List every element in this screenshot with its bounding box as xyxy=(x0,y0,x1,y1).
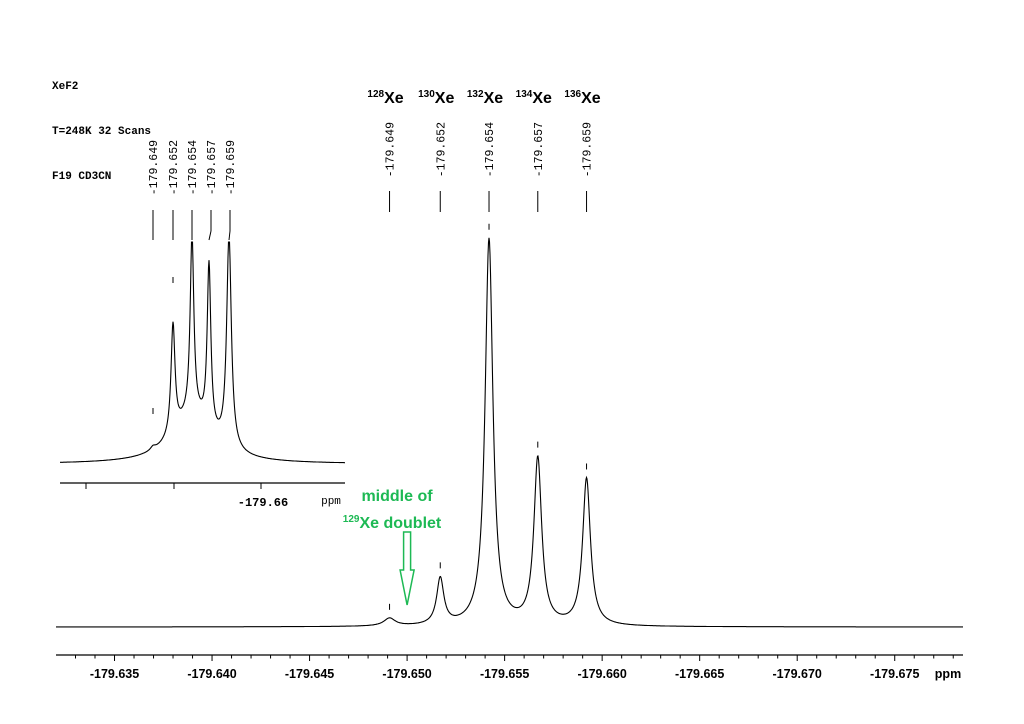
isotope-mass: 128 xyxy=(367,89,384,100)
peak-shift-label: -179.654 xyxy=(484,122,497,177)
isotope-mass: 136 xyxy=(564,89,581,100)
annotation-text: Xe doublet xyxy=(359,515,441,532)
isotope-element: Xe xyxy=(532,90,552,107)
isotope-label: 136Xe xyxy=(564,89,600,107)
inset-peak-shift-label: -179.659 xyxy=(225,140,238,195)
isotope-element: Xe xyxy=(435,90,455,107)
main-spectrum: -179.635 -179.640 -179.645 -179.650 -179.655… xyxy=(56,89,963,681)
inset-peak-shift-label: -179.649 xyxy=(148,140,161,195)
x-tick-label: -179.635 xyxy=(90,667,139,681)
peak-shift-label: -179.652 xyxy=(435,122,448,177)
isotope-label: 134Xe xyxy=(516,89,552,107)
inset-trace xyxy=(60,241,345,464)
peak-shift-label: -179.649 xyxy=(385,122,398,177)
sample-compound: XeF2 xyxy=(52,81,79,93)
isotope-mass: 134 xyxy=(516,89,533,100)
x-tick-label: -179.655 xyxy=(480,667,529,681)
annotation-line1: middle of xyxy=(361,488,433,505)
inset-spectrum: -179.66 ppm -179.649 -179.652 -179.654 -179.6… xyxy=(60,140,345,510)
isotope-mass: 130 xyxy=(418,89,435,100)
isotope-label: 128Xe xyxy=(367,89,403,107)
x-tick-label: -179.640 xyxy=(187,667,236,681)
inset-peak-shift-label: -179.654 xyxy=(187,140,200,195)
annotation-arrow xyxy=(399,531,416,606)
isotope-mass: 132 xyxy=(467,89,484,100)
inset-peak-shift-label: -179.652 xyxy=(168,140,181,195)
isotope-element: Xe xyxy=(384,90,404,107)
isotope-element: Xe xyxy=(484,90,504,107)
isotope-label: 130Xe xyxy=(418,89,454,107)
inset-label-connector xyxy=(228,230,231,241)
peak-shift-label: -179.657 xyxy=(533,122,546,177)
peak-shift-label: -179.659 xyxy=(582,122,595,177)
x-tick-label: -179.670 xyxy=(773,667,822,681)
x-tick-label: -179.675 xyxy=(870,667,919,681)
x-tick-label: -179.650 xyxy=(382,667,431,681)
isotope-element: Xe xyxy=(581,90,601,107)
x-tick-label: -179.660 xyxy=(577,667,626,681)
inset-tick-label: -179.66 xyxy=(238,496,288,510)
sample-conditions: T=248K 32 Scans xyxy=(52,126,152,138)
sample-info: XeF2 T=248K 32 Scans F19 CD3CN xyxy=(52,50,151,200)
isotope-label: 132Xe xyxy=(467,89,503,107)
inset-peak-shift-label: -179.657 xyxy=(206,140,219,195)
spectrum-trace xyxy=(56,237,963,628)
sample-nucleus-solvent: F19 CD3CN xyxy=(52,171,112,183)
annotation-line2: 129Xe doublet xyxy=(343,514,442,532)
inset-label-connector xyxy=(208,230,212,241)
x-tick-label: -179.665 xyxy=(675,667,724,681)
inset-x-axis-label: ppm xyxy=(321,496,341,508)
annotation-mass: 129 xyxy=(343,514,360,525)
x-axis-label: ppm xyxy=(935,667,961,681)
x-tick-label: -179.645 xyxy=(285,667,334,681)
